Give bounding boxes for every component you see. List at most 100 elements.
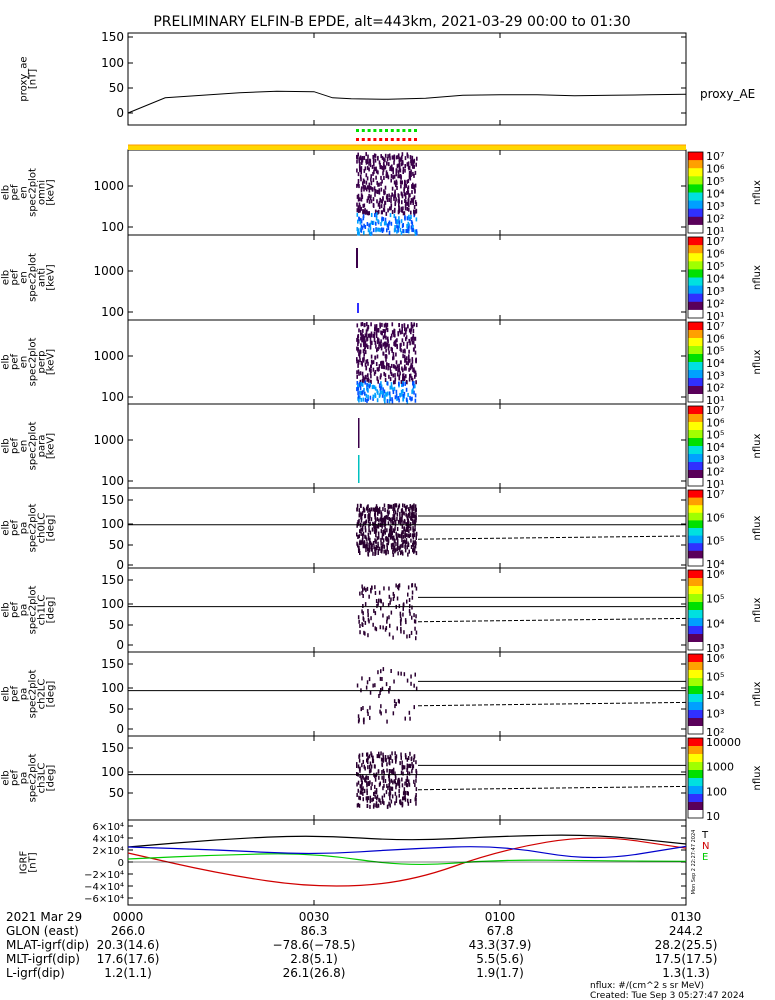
spectrogram-pixel	[389, 397, 392, 402]
spectrogram-pixel	[401, 323, 403, 328]
spectrogram-pixel	[406, 223, 408, 228]
spectrogram-pixel	[362, 181, 364, 186]
pa-pixel	[390, 610, 393, 615]
pa-pixel	[406, 634, 408, 639]
spectrogram-pixel	[390, 363, 393, 368]
spectrogram-pixel	[402, 341, 405, 346]
spectrogram-pixel	[411, 390, 413, 395]
pa-pixel	[397, 533, 400, 538]
spectrogram-pixel	[401, 200, 403, 205]
spectrogram-burst	[356, 152, 418, 236]
spectrogram-pixel	[368, 185, 370, 190]
pa-pixel	[362, 594, 364, 598]
pa-pixel	[394, 791, 397, 796]
anti-loss-cone-line	[417, 785, 687, 791]
pa-pixel	[409, 522, 412, 527]
pa-pixel	[394, 801, 396, 806]
pa-pixel	[413, 503, 415, 508]
spectrogram-pixel	[384, 322, 387, 327]
ylabel-line: ch3LC	[37, 763, 48, 794]
spectrogram-pixel	[362, 376, 365, 381]
ytick-label: 50	[109, 81, 124, 95]
pa-pixel	[392, 549, 394, 554]
spectrogram-pixel	[403, 184, 406, 189]
ytick-label: 2×10⁴	[93, 846, 124, 857]
spectrogram-pixel	[385, 365, 387, 370]
spectrogram-pixel	[357, 206, 360, 211]
spectrogram-pixel	[374, 327, 376, 332]
spectrogram-pixel	[411, 164, 414, 169]
spectrogram-pixel	[375, 330, 378, 334]
colorbar-segment	[688, 746, 703, 755]
pa-pixel	[359, 529, 361, 534]
pa-pixel	[380, 704, 382, 709]
pa-pixel	[400, 621, 402, 626]
pa-pixel	[368, 507, 371, 512]
ylabel-line: pef	[10, 602, 21, 619]
pa-pixel	[400, 755, 402, 760]
pa-pixel	[402, 791, 405, 796]
spectrogram-pixel	[371, 340, 373, 345]
spectrogram-pixel	[401, 383, 403, 387]
igrf-legend-N: N	[702, 841, 709, 852]
pa-pixel	[368, 594, 370, 599]
colorbar-segment	[688, 394, 703, 403]
spectrogram-pixel	[388, 221, 390, 226]
spectrogram-pixel	[389, 213, 392, 218]
spectrogram-pixel	[407, 229, 409, 233]
pa-pixel	[413, 506, 415, 511]
pa-pixel	[393, 507, 396, 512]
colorbar-frame	[687, 737, 704, 819]
pa-pixel	[378, 754, 380, 758]
spectrogram-pixel	[367, 154, 369, 159]
spectrogram-pixel	[383, 371, 385, 376]
footer-value: 1.9(1.7)	[476, 966, 524, 980]
spectrogram-pixel	[390, 199, 392, 204]
spectrogram-pixel	[408, 328, 411, 333]
ytick-label: 6×10⁴	[93, 822, 124, 833]
pa-pixel	[415, 787, 418, 792]
colorbar-segment	[688, 626, 703, 635]
pa-pixel	[360, 532, 362, 536]
pa-pixel	[404, 716, 406, 721]
ylabel-line: spec2plot	[28, 586, 39, 635]
spectrogram-pixel	[371, 164, 374, 169]
spectrogram-pixel	[401, 366, 403, 371]
ylabel-line: [keV]	[46, 349, 57, 375]
spectrogram-pixel	[366, 336, 369, 341]
spectrogram-pixel	[356, 346, 358, 351]
colorbar-segment	[688, 754, 703, 763]
pa-pixel	[361, 590, 363, 595]
pa-pixel	[379, 598, 382, 603]
pa-pixel	[396, 626, 398, 631]
spectrogram-pixel	[409, 373, 411, 378]
spectrogram-pixel	[356, 155, 359, 160]
pa-pixel	[361, 609, 363, 614]
igrf-legend-E: E	[702, 852, 708, 863]
pa-pixel	[364, 631, 366, 636]
spectrogram-pixel	[384, 329, 386, 334]
footer-row-label: MLT-igrf(dip)	[6, 952, 80, 966]
spectrogram-pixel	[370, 177, 372, 182]
pa-pixel	[413, 779, 415, 784]
pa-pixel	[402, 503, 404, 508]
pa-pixel	[357, 764, 360, 769]
colorbar-tick: 10⁴	[706, 689, 725, 702]
pa-pixel	[369, 761, 372, 766]
spectrogram-pixel	[374, 324, 376, 329]
pa-pixel	[406, 766, 409, 771]
spectrogram-pixel	[400, 157, 402, 162]
pa-pixel	[384, 757, 387, 762]
spectrogram-pixel	[369, 395, 372, 400]
spectrogram-pixel	[394, 377, 397, 382]
ytick-label: 50	[109, 786, 124, 800]
spectrogram-pixel	[405, 361, 408, 365]
spectrogram-pixel	[404, 364, 406, 369]
spectrogram-pixel	[383, 203, 386, 208]
colorbar-segment	[688, 602, 703, 611]
spectrogram-pixel	[402, 373, 404, 378]
pa-pixel	[369, 795, 372, 800]
spectrogram-pixel	[408, 226, 410, 231]
pa-pixel	[392, 528, 395, 533]
pa-pixel	[357, 802, 360, 807]
